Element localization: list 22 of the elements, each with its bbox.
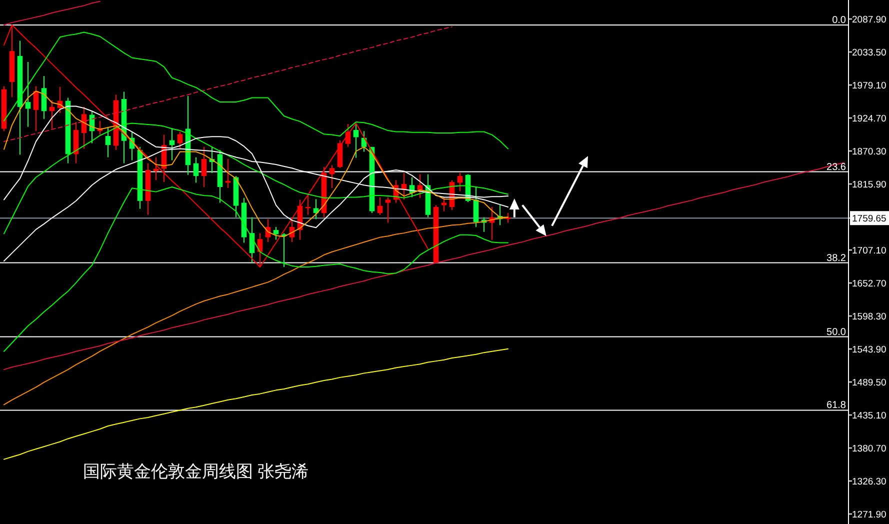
- annotation: 0.0: [832, 14, 846, 26]
- annotation: 23.6: [826, 162, 846, 173]
- y-tick-label: 1435.10: [852, 410, 886, 422]
- y-tick-label: 1271.90: [852, 509, 886, 520]
- y-tick-label: 1979.10: [852, 80, 886, 92]
- y-tick-label: 1815.90: [852, 179, 886, 190]
- annotation: 38.2: [826, 252, 846, 264]
- y-tick-label: 1652.70: [852, 278, 886, 290]
- y-tick-label: 1707.10: [852, 245, 886, 256]
- y-tick-label: 1598.30: [852, 311, 886, 322]
- annotation: 50.0: [826, 326, 846, 338]
- annotation: 61.8: [826, 400, 846, 412]
- y-tick-label: 1870.30: [852, 146, 886, 158]
- y-tick-label: 1543.90: [852, 344, 886, 356]
- y-tick-label: 2033.50: [852, 47, 886, 58]
- y-tick-label: 1924.70: [852, 113, 886, 124]
- y-tick-label: 1489.50: [852, 377, 886, 388]
- y-tick-label: 2087.90: [852, 14, 886, 26]
- y-tick-label: 1759.65: [852, 214, 886, 225]
- y-tick-label: 1380.70: [852, 443, 886, 454]
- text: 国际黄金伦敦金周线图 张尧浠: [83, 462, 309, 481]
- y-tick-label: 1326.30: [852, 476, 886, 488]
